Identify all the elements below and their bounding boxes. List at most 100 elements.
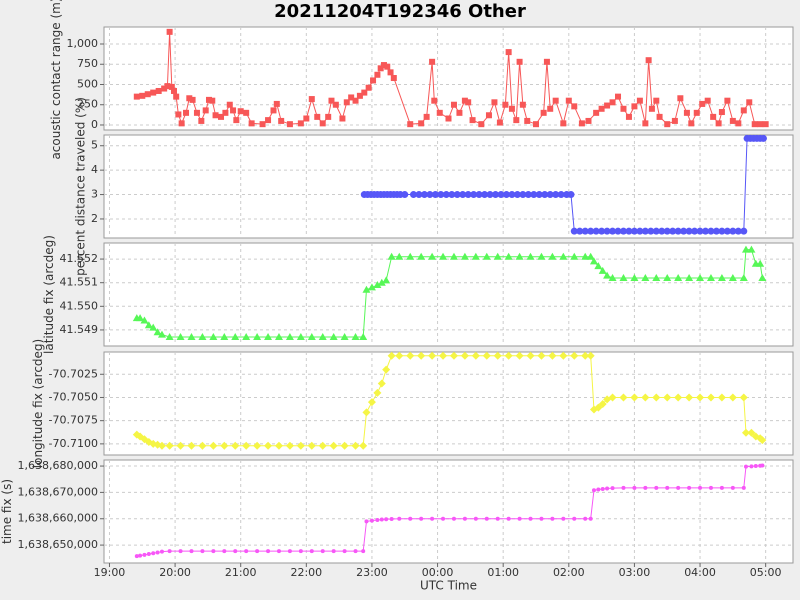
y-tick-label: 0 [91, 118, 98, 131]
marker [314, 113, 321, 120]
marker [209, 333, 218, 341]
marker [382, 365, 391, 374]
marker [519, 101, 526, 108]
marker [253, 441, 262, 450]
marker [502, 191, 510, 199]
marker [318, 333, 327, 341]
marker [461, 97, 468, 104]
marker [698, 485, 703, 490]
marker [187, 441, 196, 450]
marker [339, 115, 346, 122]
marker [264, 333, 273, 341]
marker [504, 252, 513, 260]
marker [170, 87, 177, 94]
marker [631, 103, 638, 110]
marker [743, 464, 748, 469]
marker [718, 227, 726, 235]
marker [471, 351, 480, 360]
marker [728, 393, 737, 402]
marker [226, 101, 233, 108]
marker [548, 252, 557, 260]
marker [741, 245, 750, 253]
marker [361, 89, 368, 96]
marker [136, 314, 145, 322]
marker [470, 191, 478, 199]
marker [547, 105, 554, 112]
marker [740, 107, 747, 114]
marker [540, 109, 547, 116]
marker [604, 102, 611, 109]
marker [159, 549, 164, 554]
marker [596, 487, 601, 492]
marker [308, 96, 315, 103]
marker [244, 549, 249, 554]
marker [630, 393, 639, 402]
marker [173, 93, 180, 100]
marker [218, 113, 225, 120]
marker [387, 252, 396, 260]
marker [431, 97, 438, 104]
marker [496, 119, 503, 126]
marker [493, 351, 502, 360]
marker [439, 351, 448, 360]
marker [506, 516, 511, 521]
y-tick-label: -70.7100 [49, 437, 98, 450]
marker [552, 191, 560, 199]
marker [242, 333, 251, 341]
marker [319, 120, 326, 127]
marker [630, 227, 638, 235]
marker [696, 273, 705, 281]
marker [189, 549, 194, 554]
marker [186, 95, 193, 102]
marker [410, 191, 418, 199]
marker [167, 549, 172, 554]
marker [370, 77, 377, 84]
marker [663, 273, 672, 281]
marker [567, 191, 575, 199]
marker [641, 227, 649, 235]
marker [231, 333, 240, 341]
marker [441, 516, 446, 521]
marker [377, 65, 384, 72]
marker [751, 121, 758, 128]
marker [636, 97, 643, 104]
marker [155, 550, 160, 555]
marker [609, 99, 616, 106]
marker [449, 351, 458, 360]
marker [478, 121, 485, 128]
marker [652, 393, 661, 402]
marker [384, 63, 391, 70]
marker [502, 101, 509, 108]
marker [297, 120, 304, 127]
marker [652, 273, 661, 281]
x-axis-label: UTC Time [420, 579, 477, 593]
marker [710, 113, 717, 120]
x-tick-label: 03:00 [619, 566, 651, 579]
marker [161, 85, 168, 92]
marker [209, 441, 218, 450]
marker [390, 75, 397, 82]
marker [150, 89, 157, 96]
marker [451, 516, 456, 521]
marker [453, 191, 461, 199]
marker [632, 485, 637, 490]
y-tick-label: 3 [91, 188, 98, 201]
marker [486, 191, 494, 199]
marker [619, 273, 628, 281]
marker [375, 518, 380, 523]
marker [176, 333, 185, 341]
marker [715, 120, 722, 127]
marker [652, 227, 660, 235]
y-tick-label: 1,638,680,000 [18, 459, 98, 472]
marker [187, 333, 196, 341]
x-tick-label: 04:00 [684, 566, 716, 579]
marker [183, 109, 190, 116]
marker [220, 333, 229, 341]
marker [619, 227, 627, 235]
marker [448, 191, 456, 199]
marker [138, 553, 143, 558]
marker [265, 117, 272, 124]
marker [408, 516, 413, 521]
marker [449, 252, 458, 260]
marker [362, 408, 371, 417]
